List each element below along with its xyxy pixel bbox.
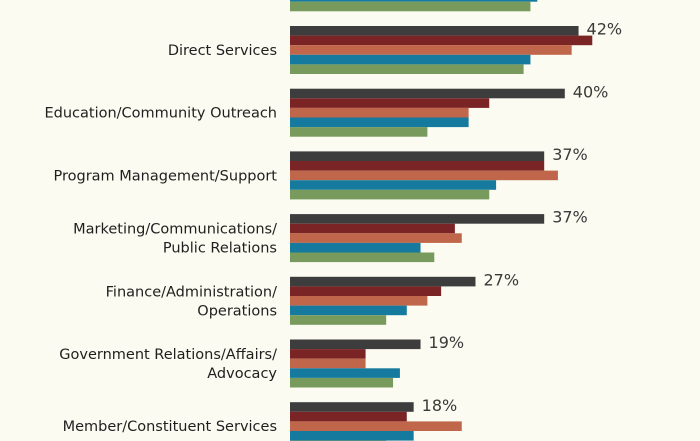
bar-cat1-series3 bbox=[290, 117, 469, 128]
value-label-3: 37% bbox=[552, 208, 588, 227]
bar-cat5-series3 bbox=[290, 368, 400, 378]
bar-cat4-series0 bbox=[290, 276, 476, 287]
bar-cat6-series2 bbox=[290, 421, 462, 431]
category-label-3-0: Marketing/Communications/ bbox=[73, 222, 277, 238]
bar-cat3-series2 bbox=[290, 233, 462, 243]
bar-cat5-series2 bbox=[290, 358, 366, 369]
category-label-1-0: Education/Community Outreach bbox=[44, 106, 277, 122]
bar-cat2-series1 bbox=[290, 161, 545, 171]
bar-cat0-series0 bbox=[290, 26, 579, 36]
category-label-4-1: Operations bbox=[197, 303, 277, 319]
category-label-4-0: Finance/Administration/ bbox=[106, 284, 277, 300]
labels-layer: 42% Direct Services 40% Education/Community… bbox=[44, 20, 622, 436]
bar-cat6-series3 bbox=[290, 431, 414, 441]
value-label-1: 40% bbox=[573, 82, 609, 101]
bar-cat4-series4 bbox=[290, 315, 387, 325]
bar-cat1-series0 bbox=[290, 88, 565, 99]
bar-cat0-series4 bbox=[290, 64, 524, 74]
category-label-0-0: Direct Services bbox=[168, 43, 277, 59]
bar-cat1-series2 bbox=[290, 107, 469, 118]
bar-cat3-series0 bbox=[290, 214, 545, 224]
bar-cat0-series3 bbox=[290, 54, 531, 65]
bar-cat4-series3 bbox=[290, 305, 407, 316]
bar-cat3-series4 bbox=[290, 252, 435, 263]
bar-cat2-series4 bbox=[290, 189, 490, 200]
bar-cat3-series3 bbox=[290, 242, 421, 253]
bar-cat1-series1 bbox=[290, 98, 490, 108]
bar-partial-series-4 bbox=[290, 1, 531, 12]
category-label-5-0: Government Relations/Affairs/ bbox=[59, 347, 277, 363]
bar-cat4-series2 bbox=[290, 296, 428, 306]
category-label-2-0: Program Management/Support bbox=[53, 168, 277, 184]
bars-layer bbox=[290, 0, 593, 441]
bar-cat6-series0 bbox=[290, 402, 414, 412]
bar-cat5-series4 bbox=[290, 377, 394, 388]
value-label-5: 19% bbox=[429, 333, 465, 352]
bar-cat2-series2 bbox=[290, 170, 558, 181]
bar-cat0-series2 bbox=[290, 45, 572, 55]
category-label-6-0: Member/Constituent Services bbox=[63, 419, 277, 435]
bar-cat5-series1 bbox=[290, 349, 366, 359]
bar-cat2-series3 bbox=[290, 180, 497, 190]
bar-cat3-series1 bbox=[290, 223, 455, 234]
bar-cat1-series4 bbox=[290, 127, 428, 137]
bar-cat0-series1 bbox=[290, 35, 593, 46]
value-label-2: 37% bbox=[552, 145, 588, 164]
category-label-3-1: Public Relations bbox=[163, 241, 277, 257]
value-label-6: 18% bbox=[422, 396, 458, 415]
bar-cat2-series0 bbox=[290, 151, 545, 161]
bar-cat4-series1 bbox=[290, 286, 442, 296]
value-label-0: 42% bbox=[587, 20, 623, 39]
bar-cat5-series0 bbox=[290, 339, 421, 350]
category-label-5-1: Advocacy bbox=[207, 366, 277, 382]
bar-cat6-series1 bbox=[290, 411, 407, 422]
bar-partial-series-3 bbox=[290, 0, 538, 2]
value-label-4: 27% bbox=[483, 270, 519, 289]
